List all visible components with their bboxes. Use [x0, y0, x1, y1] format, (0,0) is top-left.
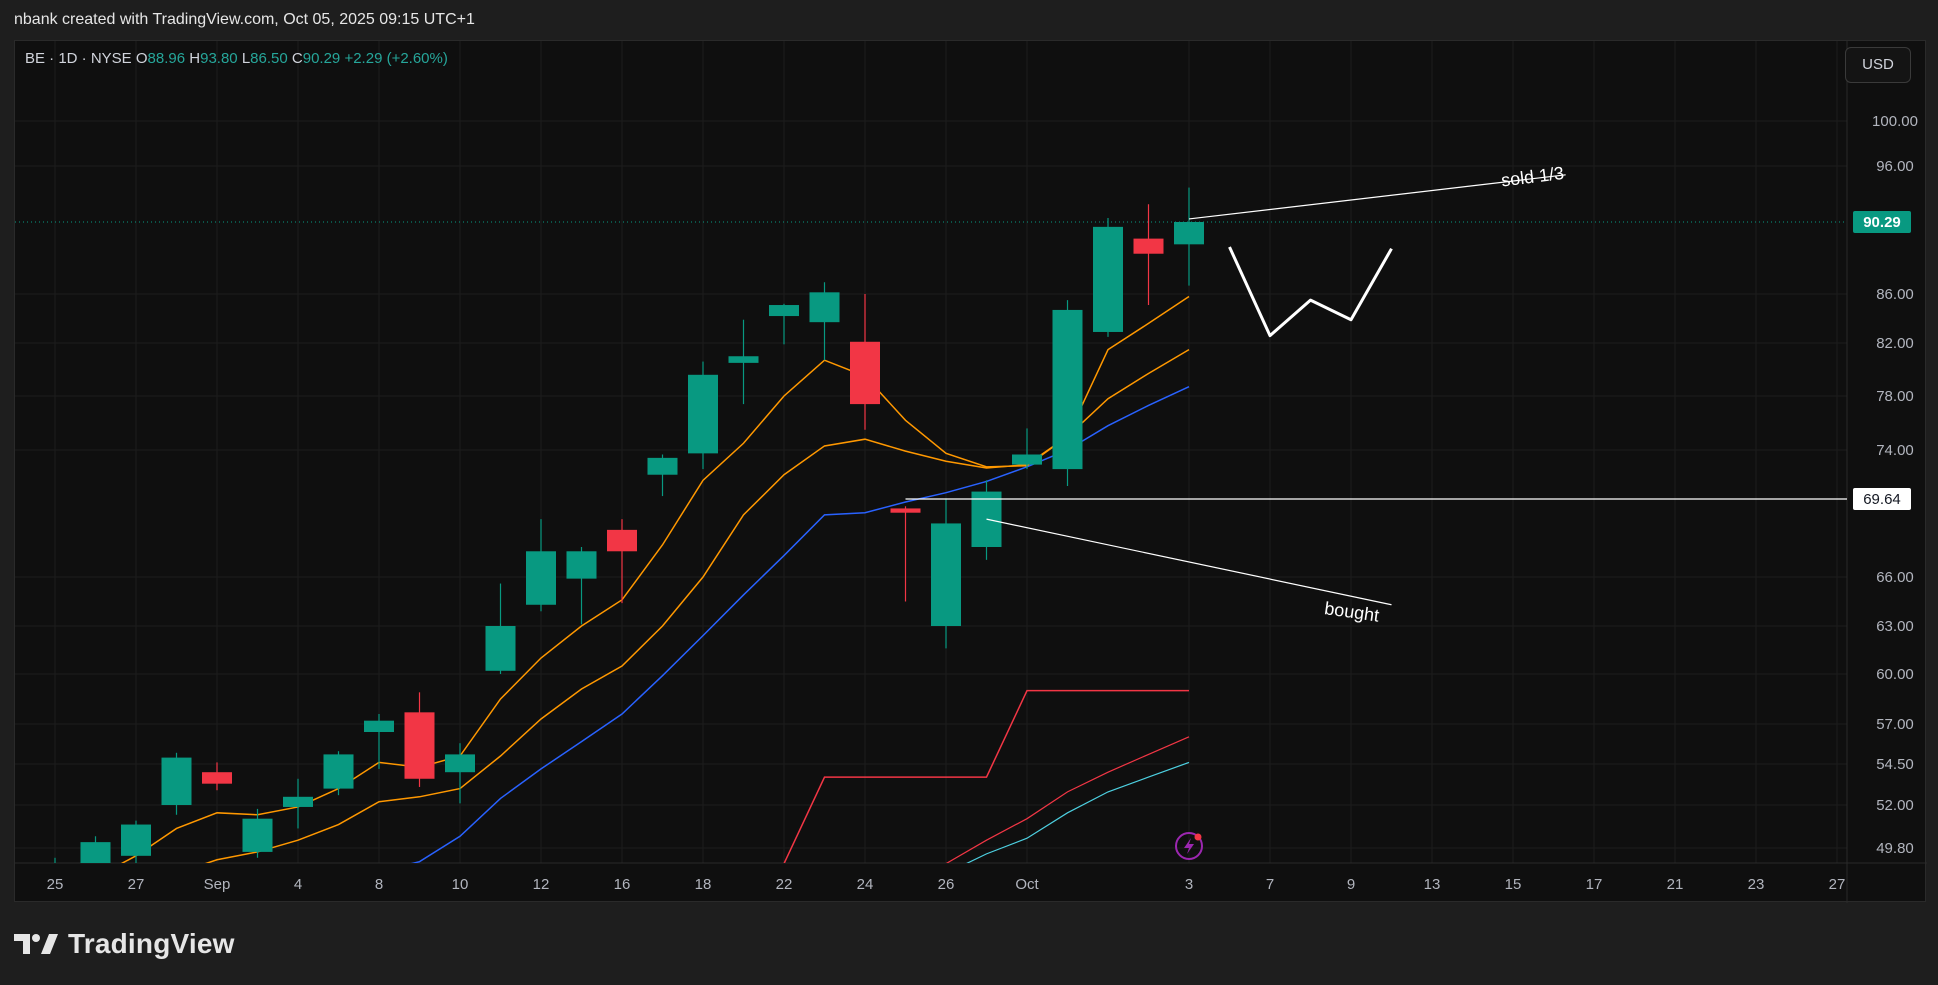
brand-name: TradingView	[68, 928, 235, 959]
y-tick-label: 86.00	[1876, 286, 1914, 303]
candle-body	[40, 864, 70, 872]
projection-zigzag	[1228, 246, 1393, 338]
x-tick-label: 18	[695, 876, 712, 893]
x-tick-label: 16	[614, 876, 631, 893]
legend-low: 86.50	[250, 50, 288, 67]
legend-high-label: H	[189, 50, 201, 67]
x-tick-label: 3	[1185, 876, 1193, 893]
last-price-badge	[1853, 211, 1911, 233]
candle-body	[80, 842, 111, 863]
candle-body	[323, 754, 354, 789]
x-tick-label: 23	[1748, 876, 1765, 893]
y-tick-label: 66.00	[1876, 569, 1914, 586]
candle-body	[1012, 454, 1042, 465]
sold-trend-line	[1188, 174, 1566, 220]
bought-trend-line	[986, 518, 1392, 606]
candle-body	[202, 772, 232, 784]
legend-change: +2.29 (+2.60%)	[344, 50, 448, 67]
legend-open-label: O	[135, 50, 148, 67]
y-tick-label: 96.00	[1876, 158, 1914, 175]
chart-pane[interactable]: 49.80 52.00 54.50 57.00 60.00 63.00 66.00 74.00…	[14, 40, 1927, 903]
y-tick-label: 82.00	[1876, 335, 1914, 352]
ohlc-legend: BE · 1D · NYSE O88.96 H93.80 L86.50 C90.…	[25, 50, 448, 67]
x-tick-label: 25	[47, 876, 64, 893]
level-value: 69.64	[1863, 491, 1901, 508]
replay-lightning-icon	[1175, 832, 1203, 860]
legend-close-label: C	[291, 50, 303, 67]
candle-body	[242, 818, 273, 852]
stop-step-line	[783, 689, 1189, 863]
header-credit-bar: nbank created with TradingView.com, Oct …	[0, 0, 1938, 40]
candle-body	[404, 712, 435, 779]
candle-body	[485, 626, 516, 671]
y-tick-label: 74.00	[1876, 442, 1914, 459]
candle-body	[1052, 309, 1083, 470]
x-tick-label: 27	[128, 876, 145, 893]
y-tick-label: 52.00	[1876, 797, 1914, 814]
x-tick-label: 26	[938, 876, 955, 893]
y-tick-label: 78.00	[1876, 388, 1914, 405]
candle-body	[728, 356, 759, 363]
candle-body	[1174, 222, 1204, 245]
x-tick-label: 22	[776, 876, 793, 893]
candle-body	[121, 824, 151, 856]
tradingview-brand[interactable]: TradingView	[14, 928, 235, 960]
candle-body	[647, 457, 678, 475]
candle-body	[931, 523, 961, 626]
x-tick-label: 10	[452, 876, 469, 893]
x-tick-label: 13	[1424, 876, 1441, 893]
bought-label: bought	[1323, 598, 1380, 625]
cyan-trail-line	[966, 761, 1190, 863]
header-credit: nbank created with TradingView.com, Oct …	[14, 11, 475, 28]
ema-long-line	[410, 386, 1190, 863]
candle-body	[1093, 226, 1123, 332]
candle-body	[688, 374, 718, 454]
candle-body	[364, 720, 394, 732]
plot-area: sold 1/3 bought	[15, 163, 1847, 872]
last-price-value: 90.29	[1863, 214, 1901, 231]
x-tick-label: 17	[1586, 876, 1603, 893]
legend-low-label: L	[241, 50, 251, 67]
red-trail-line	[945, 736, 1190, 863]
currency-button[interactable]: USD	[1845, 47, 1911, 83]
legend-open: 88.96	[147, 50, 186, 67]
candle-body	[850, 341, 880, 405]
candle-body	[283, 796, 313, 807]
legend-close: 90.29	[302, 50, 341, 67]
candle-body	[445, 754, 475, 773]
candle-body	[890, 508, 921, 513]
y-tick-label: 49.80	[1876, 840, 1914, 857]
legend-high: 93.80	[200, 50, 238, 67]
y-tick-label: 54.50	[1876, 756, 1914, 773]
y-tick-label: 100.00	[1872, 113, 1918, 130]
x-tick-label: Oct	[1015, 876, 1039, 893]
candle-body	[566, 551, 597, 579]
candle-body	[161, 757, 192, 805]
x-tick-label: 8	[375, 876, 383, 893]
sold-label: sold 1/3	[1500, 163, 1565, 191]
candle-body	[769, 305, 799, 317]
x-tick-label: 7	[1266, 876, 1274, 893]
y-tick-label: 60.00	[1876, 666, 1914, 683]
x-tick-label: 12	[533, 876, 550, 893]
x-tick-label: 4	[294, 876, 302, 893]
candle-body	[1133, 238, 1164, 254]
y-tick-label: 57.00	[1876, 716, 1914, 733]
legend-symbol: BE · 1D · NYSE	[25, 50, 132, 67]
x-tick-label: 9	[1347, 876, 1355, 893]
candle-body	[607, 529, 637, 552]
candle-body	[526, 551, 556, 605]
x-tick-label: 21	[1667, 876, 1684, 893]
y-tick-label: 63.00	[1876, 618, 1914, 635]
price-chart[interactable]: 49.80 52.00 54.50 57.00 60.00 63.00 66.00 74.00…	[15, 41, 1927, 903]
x-tick-label: 15	[1505, 876, 1522, 893]
candle-body	[809, 292, 840, 323]
x-tick-label: 24	[857, 876, 874, 893]
level-badge	[1853, 488, 1911, 510]
x-tick-label: 27	[1829, 876, 1846, 893]
x-tick-label: Sep	[204, 876, 231, 893]
tradingview-logo-icon	[14, 934, 58, 954]
